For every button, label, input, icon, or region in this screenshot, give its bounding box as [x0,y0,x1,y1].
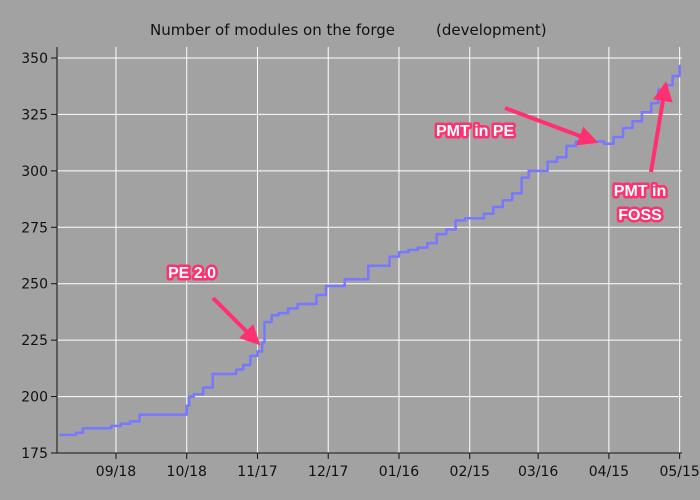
annotation-arrow [649,81,673,173]
plot-area [57,47,682,455]
annotation-label: PE 2.0 [168,265,216,282]
y-tick-label: 200 [21,390,48,406]
annotation-label: FOSS [618,207,662,224]
x-tick-labels: 09/18 10/18 11/17 12/17 01/16 02/15 03/16 04/15… [96,464,700,480]
y-tick-label: 300 [21,164,48,180]
y-tick-label: 250 [21,277,48,293]
x-tick-label: 10/18 [167,464,207,480]
x-tick-label: 11/17 [237,464,277,480]
axes [51,47,682,459]
annotation-label-outline: FOSS [618,207,662,224]
y-tick-label: 175 [21,446,48,462]
annotation-label: PMT in [614,183,666,200]
x-tick-label: 09/18 [96,464,136,480]
annotation-label-outline: PE 2.0 [168,265,216,282]
x-tick-label: 12/17 [308,464,348,480]
y-tick-label: 225 [21,333,48,349]
y-tick-label: 325 [21,107,48,123]
x-tick-label: 02/15 [450,464,490,480]
chart-title: Number of modules on the forge [150,21,395,39]
x-tick-label: 01/16 [379,464,419,480]
annotation-arrow [211,296,261,346]
grid-lines [57,47,682,454]
annotation-label: PMT in PE [436,123,515,140]
y-tick-label: 275 [21,220,48,236]
chart-subtitle: (development) [436,21,547,39]
y-tick-labels: 175 200 225 250 275 300 325 350 [21,51,48,462]
x-tick-label: 04/15 [589,464,629,480]
annotation-label-outline: PMT in PE [436,123,515,140]
annotation-label-outline: PMT in [614,183,666,200]
annotation-arrow [504,106,599,146]
x-tick-label: 03/16 [518,464,558,480]
x-tick-label: 05/15 [659,464,699,480]
y-tick-label: 350 [21,51,48,67]
